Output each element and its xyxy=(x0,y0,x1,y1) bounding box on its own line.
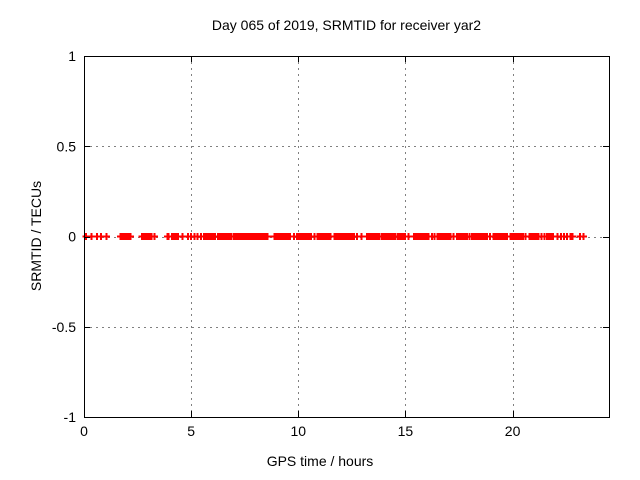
data-point-markers xyxy=(82,233,587,240)
x-tick-label: 5 xyxy=(187,423,195,439)
x-tick-label: 10 xyxy=(290,423,306,439)
x-tick-label: 20 xyxy=(505,423,521,439)
y-tick-label: 0 xyxy=(68,229,76,245)
x-axis-label: GPS time / hours xyxy=(266,453,374,469)
y-tick-label: -0.5 xyxy=(52,319,76,335)
y-tick-label: 0.5 xyxy=(57,138,77,154)
x-tick-label: 0 xyxy=(80,423,88,439)
x-tick-label: 15 xyxy=(398,423,414,439)
y-tick-label: 1 xyxy=(68,48,76,64)
y-tick-label: -1 xyxy=(64,409,77,425)
chart-title: Day 065 of 2019, SRMTID for receiver yar… xyxy=(211,17,482,33)
